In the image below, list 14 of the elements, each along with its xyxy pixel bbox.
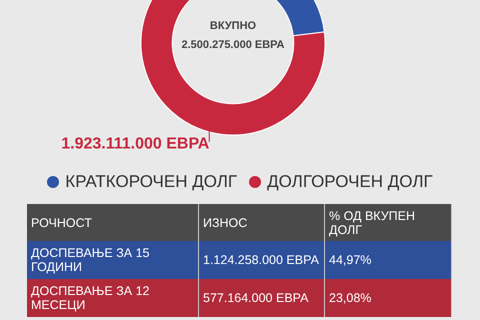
text: РОЧНОСТ [27, 204, 199, 241]
text: ВКУПНО [210, 20, 257, 32]
legend-label: ДОЛГОРОЧЕН ДОЛГ [267, 172, 433, 192]
category-label: ДОСПЕВАЊЕ ЗА 15 ГОДИНИ [27, 241, 199, 279]
data-label: 1.923.111.000 ЕВРА [61, 135, 210, 152]
text: % ОД ВКУПЕН ДОЛГ [325, 204, 452, 241]
text: 44,97% [325, 241, 452, 279]
text: 2.500.275.000 ЕВРА [182, 39, 285, 52]
text: ИЗНОС [199, 204, 325, 241]
category-label: ДОСПЕВАЊЕ ЗА 12 МЕСЕЦИ [27, 279, 199, 317]
text: 577.164.000 ЕВРА [199, 279, 325, 317]
legend-label: КРАТКОРОЧЕН ДОЛГ [65, 172, 238, 192]
text: 23,08% [325, 279, 452, 317]
text: 1.124.258.000 ЕВРА [199, 241, 325, 279]
